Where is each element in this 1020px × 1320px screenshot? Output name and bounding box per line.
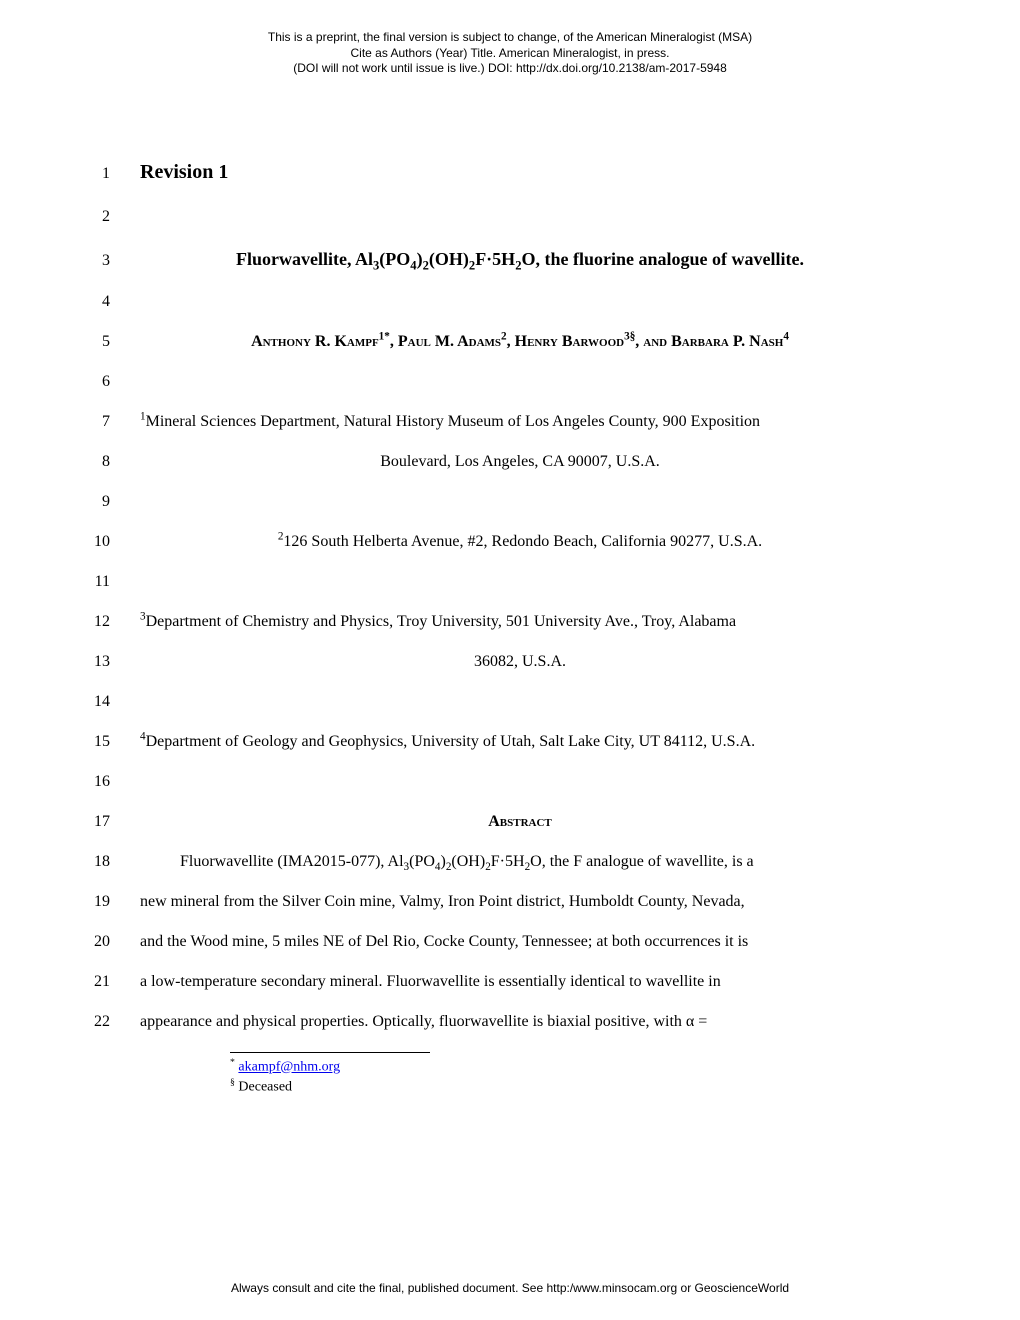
blank-line: [140, 362, 900, 402]
footnotes-section: * akampf@nhm.org § Deceased: [90, 1042, 900, 1097]
line-number: 7: [90, 413, 140, 431]
paper-title: Fluorwavellite, Al3(PO4)2(OH)2F·5H2O, th…: [140, 237, 900, 282]
blank-line: [140, 682, 900, 722]
line-number: 14: [90, 693, 140, 711]
line-number: 8: [90, 453, 140, 471]
line-number: 22: [90, 1013, 140, 1031]
line-number: 3: [90, 252, 140, 270]
abstract-line-4: a low-temperature secondary mineral. Flu…: [140, 962, 900, 1002]
line-number: 15: [90, 733, 140, 751]
line-number: 2: [90, 208, 140, 226]
line-number: 11: [90, 573, 140, 591]
blank-line: [140, 762, 900, 802]
line-number: 10: [90, 533, 140, 551]
line-number: 17: [90, 813, 140, 831]
line-number: 21: [90, 973, 140, 991]
authors-line: Anthony R. Kampf1*, Paul M. Adams2, Henr…: [140, 322, 900, 362]
page-footer: Always consult and cite the final, publi…: [0, 1281, 1020, 1295]
email-link[interactable]: akampf@nhm.org: [238, 1060, 340, 1075]
blank-line: [140, 562, 900, 602]
line-number: 4: [90, 293, 140, 311]
line-number: 20: [90, 933, 140, 951]
blank-line: [140, 282, 900, 322]
affiliation-3-cont: 36082, U.S.A.: [140, 642, 900, 682]
footnote-2: § Deceased: [230, 1077, 780, 1097]
abstract-line-3: and the Wood mine, 5 miles NE of Del Rio…: [140, 922, 900, 962]
abstract-line-2: new mineral from the Silver Coin mine, V…: [140, 882, 900, 922]
footnote-1: * akampf@nhm.org: [230, 1057, 780, 1077]
header-line-2: Cite as Authors (Year) Title. American M…: [0, 46, 1020, 62]
affiliation-1: 1Mineral Sciences Department, Natural Hi…: [140, 402, 900, 442]
abstract-heading: Abstract: [140, 802, 900, 842]
affiliation-2: 2126 South Helberta Avenue, #2, Redondo …: [140, 522, 900, 562]
line-number: 18: [90, 853, 140, 871]
line-number: 5: [90, 333, 140, 351]
affiliation-3: 3Department of Chemistry and Physics, Tr…: [140, 602, 900, 642]
line-number: 6: [90, 373, 140, 391]
line-number: 12: [90, 613, 140, 631]
header-line-1: This is a preprint, the final version is…: [0, 30, 1020, 46]
abstract-line-5: appearance and physical properties. Opti…: [140, 1002, 900, 1042]
preprint-header: This is a preprint, the final version is…: [0, 0, 1020, 87]
abstract-line-1: Fluorwavellite (IMA2015-077), Al3(PO4)2(…: [140, 842, 900, 882]
page-content: 1 Revision 1 2 3 Fluorwavellite, Al3(PO4…: [0, 87, 1020, 1097]
line-number: 19: [90, 893, 140, 911]
header-line-3: (DOI will not work until issue is live.)…: [0, 61, 1020, 77]
line-number: 16: [90, 773, 140, 791]
affiliation-1-cont: Boulevard, Los Angeles, CA 90007, U.S.A.: [140, 442, 900, 482]
line-number: 13: [90, 653, 140, 671]
blank-line: [140, 482, 900, 522]
revision-heading: Revision 1: [140, 147, 900, 197]
line-number: 1: [90, 165, 140, 183]
blank-line: [140, 197, 900, 237]
line-number: 9: [90, 493, 140, 511]
footnote-rule: [230, 1052, 430, 1053]
affiliation-4: 4Department of Geology and Geophysics, U…: [140, 722, 900, 762]
